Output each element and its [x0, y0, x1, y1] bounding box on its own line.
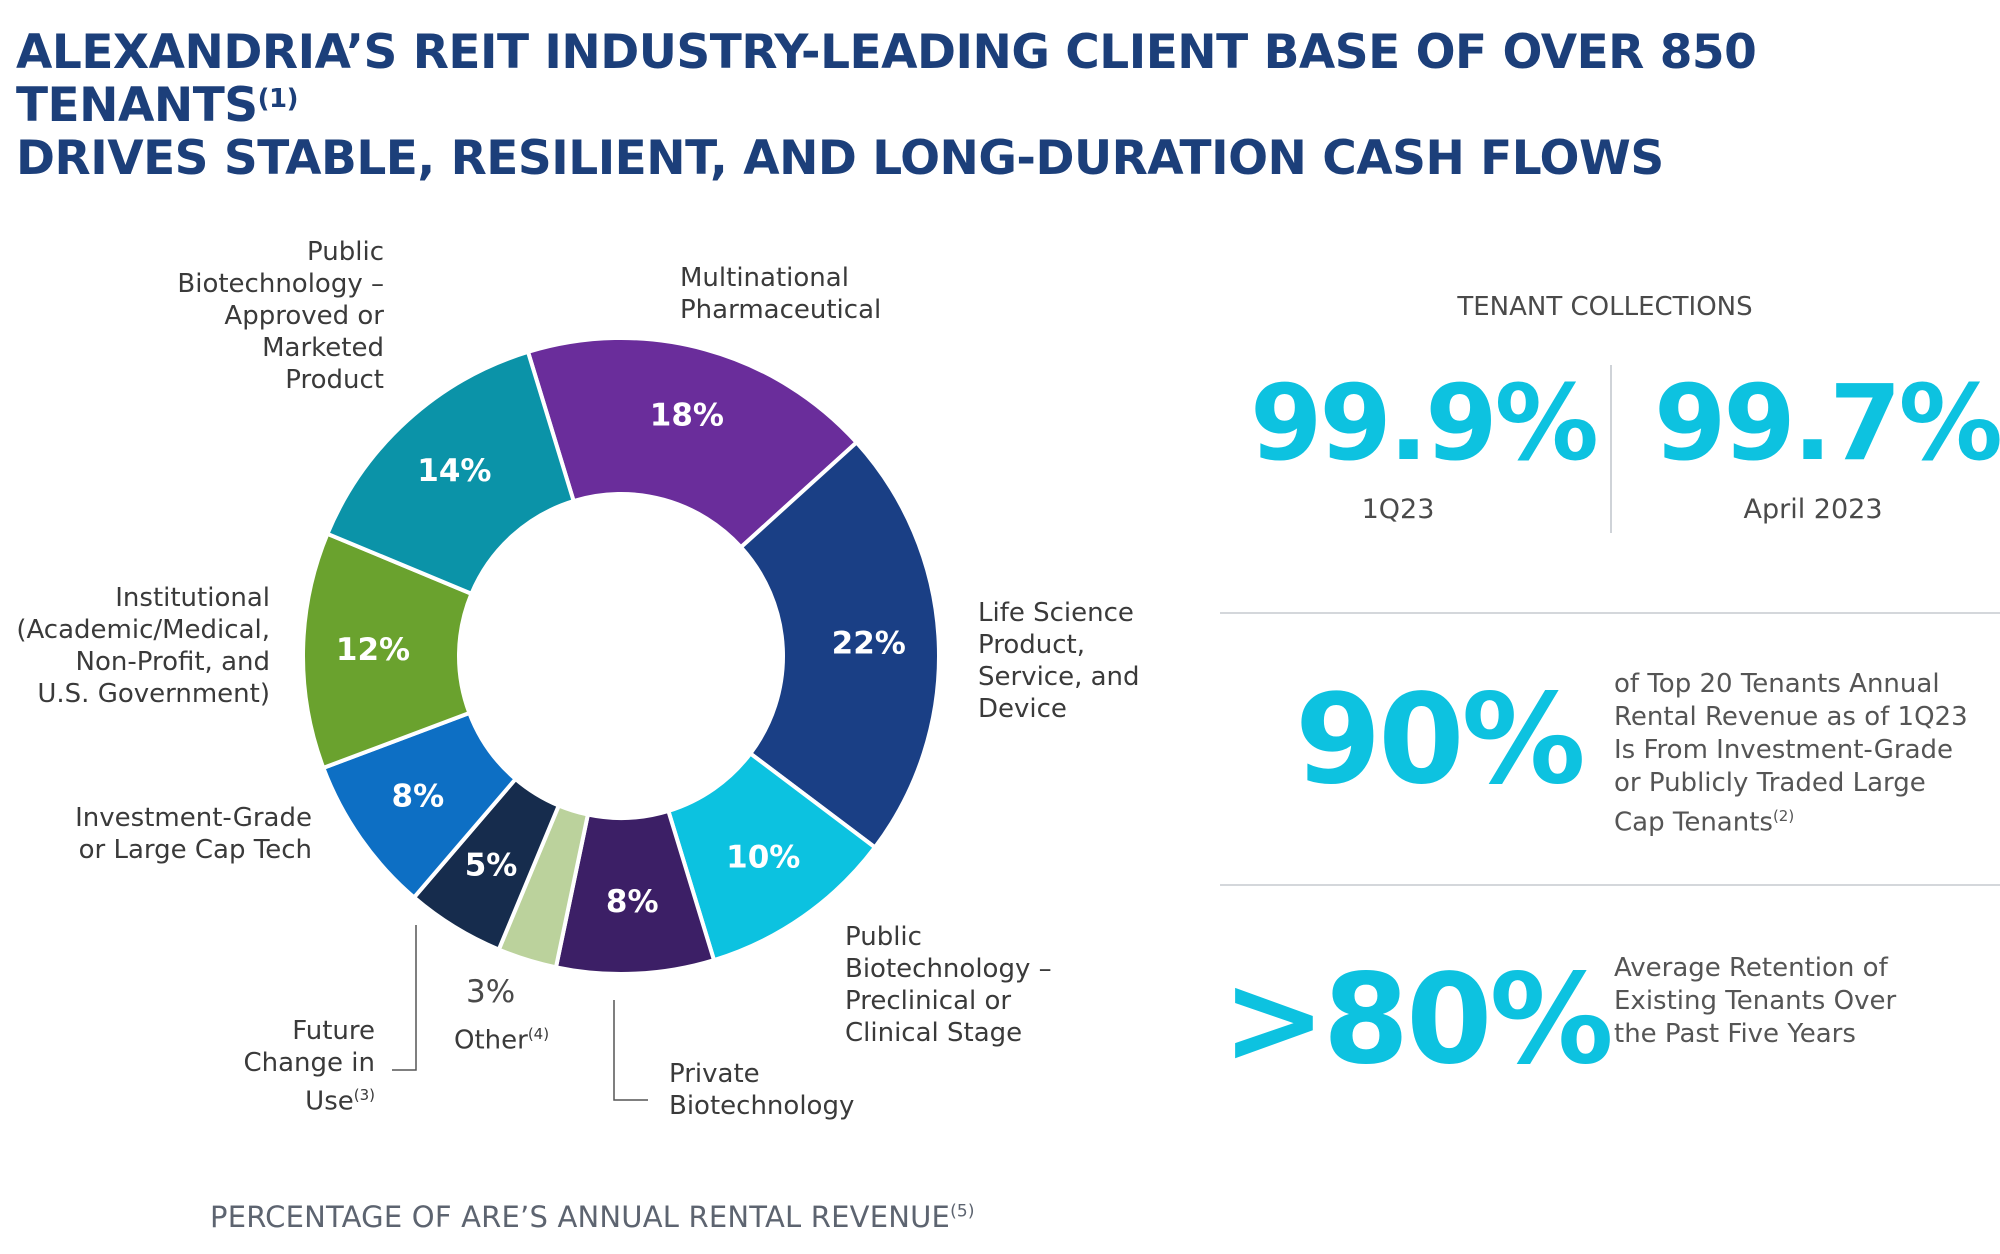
label-line: Use(3) [243, 1079, 375, 1118]
retention-stat-value: >80% [1222, 948, 1614, 1092]
top20-stat-value: 90% [1295, 668, 1586, 812]
desc-line: of Top 20 Tenants Annual [1614, 669, 1940, 699]
desc-footnote: (2) [1772, 807, 1795, 825]
label-line: Preclinical or [845, 986, 1012, 1016]
slice-label-life-science-product-service-and-device: 22% [832, 625, 906, 661]
label-line: Life Science [978, 598, 1134, 628]
title-line-1: ALEXANDRIA’S REIT INDUSTRY-LEADING CLIEN… [16, 25, 1757, 133]
label-footnote: (3) [353, 1086, 375, 1104]
desc-line: or Publicly Traded Large [1614, 768, 1926, 798]
future-use-leader-line [392, 925, 417, 1071]
label-line: Investment-Grade [75, 803, 312, 833]
label-line: Pharmaceutical [680, 295, 882, 325]
slice-public-biotechnology-approved-or-marketed-product [324, 349, 577, 597]
april-collection-value: 99.7% [1654, 362, 2000, 484]
slice-label-public-biotechnology-preclinical-or-clinical-stage: 10% [726, 840, 800, 876]
q1-collection-value: 99.9% [1250, 362, 1599, 484]
label-line: Private [669, 1059, 760, 1089]
slice-label-private-biotechnology: 8% [606, 884, 659, 920]
section-divider-1 [1220, 612, 2000, 614]
label-line: U.S. Government) [37, 679, 270, 709]
desc-line: Cap Tenants(2) [1614, 800, 1994, 840]
label-line: or Large Cap Tech [78, 835, 312, 865]
chart-title: PERCENTAGE OF ARE’S ANNUAL RENTAL REVENU… [210, 1200, 975, 1234]
label-line: Multinational [680, 263, 849, 293]
q1-collection-label: 1Q23 [1361, 494, 1435, 525]
label-line: Public [307, 237, 384, 267]
label-line: Biotechnology – [845, 954, 1052, 984]
april-collection-label: April 2023 [1743, 494, 1883, 525]
label-line: Non-Profit, and [75, 647, 270, 677]
label-line: Public [845, 922, 922, 952]
label-line: Change in [243, 1048, 375, 1078]
desc-text: Cap Tenants [1614, 807, 1773, 838]
retention-stat-description: Average Retention of Existing Tenants Ov… [1614, 952, 1994, 1051]
desc-line: Average Retention of [1614, 953, 1888, 983]
slice-multinational-pharmaceutical [525, 336, 860, 551]
label-line: Future [292, 1016, 375, 1046]
donut-slices [301, 336, 941, 976]
title-line-2: DRIVES STABLE, RESILIENT, AND LONG-DURAT… [16, 131, 1664, 186]
slice-institutional-academic-medical-non-profit-and-u-s-government [301, 531, 475, 771]
label-line: Biotechnology [669, 1091, 855, 1121]
label-investment-grade: Investment-Grade or Large Cap Tech [75, 802, 312, 866]
label-future-use: Future Change in Use(3) [243, 1015, 375, 1118]
desc-line: Existing Tenants Over [1614, 986, 1897, 1016]
label-public-bio-preclinical: Public Biotechnology – Preclinical or Cl… [845, 921, 1052, 1049]
slice-label-investment-grade-or-large-cap-tech: 8% [392, 779, 445, 815]
desc-line: the Past Five Years [1614, 1019, 1856, 1049]
label-line: Marketed [262, 333, 384, 363]
label-public-bio-approved: Public Biotechnology – Approved or Marke… [177, 236, 384, 396]
slice-label-institutional-academic-medical-non-profit-and-u-s-government: 12% [336, 632, 410, 668]
label-line: Clinical Stage [845, 1018, 1023, 1048]
label-line: Service, and [978, 662, 1140, 692]
page-title: ALEXANDRIA’S REIT INDUSTRY-LEADING CLIEN… [16, 26, 2000, 185]
label-other: Other(4) [454, 1018, 549, 1057]
desc-line: Rental Revenue as of 1Q23 [1614, 702, 1968, 732]
tenant-collections-title: TENANT COLLECTIONS [1457, 292, 1753, 322]
chart-title-text: PERCENTAGE OF ARE’S ANNUAL RENTAL REVENU… [210, 1200, 951, 1234]
slice-label-multinational-pharmaceutical: 18% [650, 397, 724, 433]
label-text: Use [305, 1086, 354, 1117]
private-bio-leader-line [613, 1000, 648, 1101]
collections-divider [1610, 365, 1612, 533]
label-private-bio: Private Biotechnology [669, 1058, 854, 1122]
label-line: Device [978, 694, 1067, 724]
chart-title-footnote: (5) [950, 1201, 975, 1222]
label-line: Other [454, 1025, 528, 1056]
label-institutional: Institutional (Academic/Medical, Non-Pro… [16, 582, 270, 710]
label-footnote: (4) [527, 1025, 550, 1043]
label-line: Approved or [224, 301, 384, 331]
top20-stat-description: of Top 20 Tenants Annual Rental Revenue … [1614, 668, 1994, 840]
label-line: Product [285, 365, 384, 395]
desc-line: Is From Investment-Grade [1614, 735, 1954, 765]
label-line: Institutional [115, 583, 270, 613]
other-percentage: 3% [466, 974, 516, 1010]
slice-label-public-biotechnology-approved-or-marketed-product: 14% [417, 453, 491, 489]
label-line: Product, [978, 630, 1085, 660]
label-multinational: Multinational Pharmaceutical [680, 262, 881, 326]
donut-slice-labels: 18% 22% 10% 8% 5% 8% 12% 14% [336, 397, 906, 920]
label-life-science: Life Science Product, Service, and Devic… [978, 597, 1140, 725]
slice-life-science-product-service-and-device [738, 439, 941, 851]
label-line: (Academic/Medical, [16, 615, 270, 645]
title-footnote: (1) [257, 84, 299, 114]
section-divider-2 [1220, 884, 2000, 886]
label-line: Biotechnology – [177, 269, 384, 299]
slice-label-future-change-in-use: 5% [465, 848, 518, 884]
